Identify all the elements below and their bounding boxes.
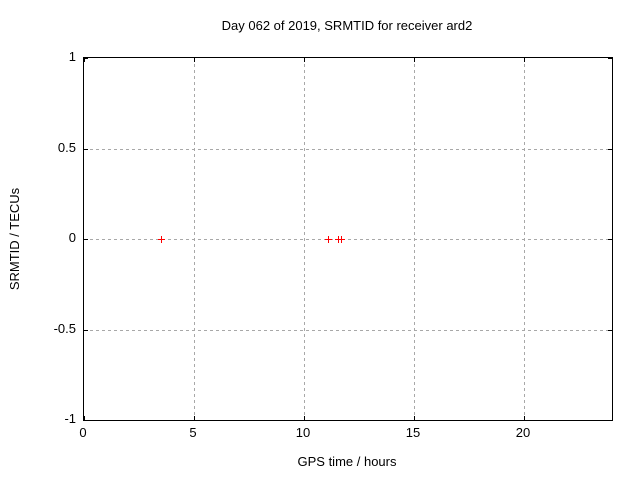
y-tick-mark-right	[608, 148, 612, 150]
y-tick-mark-right	[608, 420, 612, 421]
y-tick-label: 0.5	[57, 139, 76, 155]
x-tick-mark-top	[304, 58, 305, 62]
gridline-horizontal	[84, 239, 612, 240]
y-tick-mark-right	[608, 239, 612, 240]
x-tick-mark-bottom	[414, 416, 415, 420]
y-tick-label: 0	[68, 230, 76, 245]
x-tick-mark-top	[524, 58, 525, 62]
x-tick-label: 0	[79, 425, 87, 440]
y-tick-label: -1	[64, 411, 76, 426]
gridline-horizontal	[84, 148, 612, 150]
x-tick-label: 20	[515, 425, 531, 440]
x-tick-label: 15	[405, 425, 421, 440]
x-tick-mark-bottom	[84, 416, 85, 420]
y-tick-mark-left	[84, 239, 88, 240]
plot-area	[83, 57, 613, 421]
gridline-horizontal	[84, 329, 612, 331]
x-axis-label: GPS time / hours	[297, 454, 397, 469]
y-tick-mark-right	[608, 329, 612, 331]
x-tick-mark-bottom	[524, 416, 525, 420]
y-tick-label: 1	[68, 49, 76, 64]
x-tick-mark-bottom	[194, 416, 195, 420]
y-tick-mark-left	[84, 420, 88, 421]
y-tick-label: -0.5	[53, 320, 76, 336]
x-tick-mark-top	[414, 58, 415, 62]
x-tick-mark-bottom	[304, 416, 305, 420]
data-point-marker	[158, 236, 165, 243]
y-tick-mark-left	[84, 148, 88, 150]
x-tick-mark-top	[194, 58, 195, 62]
x-tick-label: 10	[295, 425, 311, 440]
x-tick-mark-top	[84, 58, 85, 62]
data-point-marker	[338, 236, 346, 243]
y-tick-mark-right	[608, 58, 612, 59]
chart-title: Day 062 of 2019, SRMTID for receiver ard…	[221, 18, 473, 33]
y-tick-mark-left	[84, 329, 88, 331]
data-point-marker	[325, 236, 333, 243]
y-tick-mark-left	[84, 58, 88, 59]
x-tick-label: 5	[189, 425, 197, 440]
